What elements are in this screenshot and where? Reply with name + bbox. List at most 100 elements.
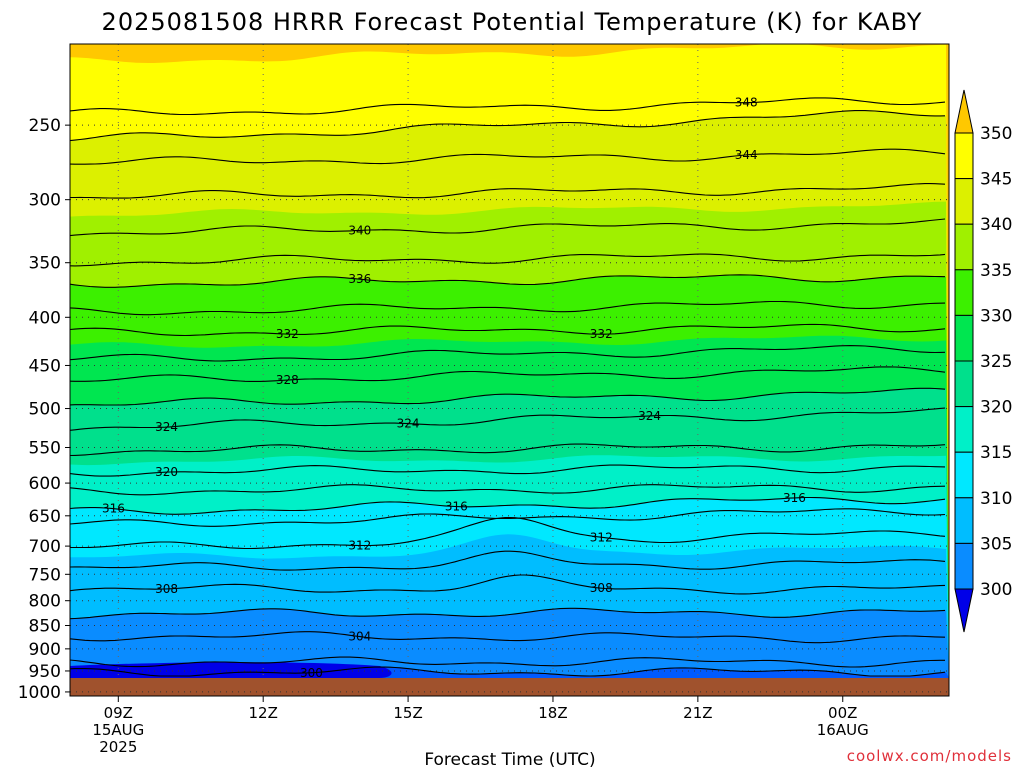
y-tick-700: 700 xyxy=(29,537,61,557)
contour-340 xyxy=(70,218,946,237)
temperature-fill-bands xyxy=(70,44,949,696)
contour-342 xyxy=(70,183,946,199)
contour-label-320: 320 xyxy=(155,465,178,479)
contour-328 xyxy=(70,366,946,382)
x-tick-09Z-line0: 09Z xyxy=(104,704,133,722)
y-tick-500: 500 xyxy=(29,400,61,420)
x-tick-00Z-line0: 00Z xyxy=(828,704,857,722)
contour-326 xyxy=(70,387,946,406)
contour-318 xyxy=(70,484,946,496)
y-axis: 250 300 350 400 450 500 550 600 650 700 750 800 850 9… xyxy=(18,116,70,703)
contour-lines xyxy=(70,97,946,677)
colorbar-label-315: 315 xyxy=(980,443,1012,463)
y-tick-850: 850 xyxy=(29,616,61,636)
colorbar-segment-320 xyxy=(954,406,974,453)
y-tick-1000: 1000 xyxy=(18,683,61,703)
plot-area: 300 304 308 308 312 312 316 316 316 320 324 324 324 3… xyxy=(70,44,949,696)
contour-label-316: 316 xyxy=(783,491,806,505)
y-tick-400: 400 xyxy=(29,308,61,328)
contour-label-308: 308 xyxy=(155,582,178,596)
contour-label-336: 336 xyxy=(348,272,371,286)
contour-338 xyxy=(70,253,946,267)
y-tick-350: 350 xyxy=(29,254,61,274)
x-axis-label: Forecast Time (UTC) xyxy=(424,750,595,768)
contour-332 xyxy=(70,323,946,337)
x-tick-21Z-line0: 21Z xyxy=(683,704,712,722)
contour-label-324: 324 xyxy=(155,420,178,434)
colorbar-arrow-bottom xyxy=(954,588,974,633)
contour-label-340: 340 xyxy=(348,223,371,237)
colorbar-label-320: 320 xyxy=(980,398,1012,418)
y-tick-550: 550 xyxy=(29,439,61,459)
x-tick-00Z-line1: 16AUG xyxy=(817,721,869,739)
contour-344 xyxy=(70,148,946,165)
band-below-305 xyxy=(70,608,949,678)
plot-frame xyxy=(69,43,950,697)
contour-label-328: 328 xyxy=(276,373,299,387)
y-tick-950: 950 xyxy=(29,662,61,682)
y-tick-600: 600 xyxy=(29,474,61,494)
colorbar: 350 345 340 335 330 325 320 315 310 305 300 xyxy=(954,89,1012,633)
contour-label-316: 316 xyxy=(445,500,468,514)
contour-label-332: 332 xyxy=(276,327,299,341)
contour-310 xyxy=(70,550,946,571)
contour-label-348: 348 xyxy=(735,96,758,110)
colorbar-label-335: 335 xyxy=(980,261,1012,281)
contour-label-344: 344 xyxy=(735,148,758,162)
contour-labels: 300 304 308 308 312 312 316 316 316 320 324 324 324 3… xyxy=(102,96,806,680)
contour-316 xyxy=(70,496,946,515)
x-tick-09Z-line2: 2025 xyxy=(99,738,137,756)
contour-300 xyxy=(70,666,946,677)
contour-label-312: 312 xyxy=(590,530,613,544)
y-tick-650: 650 xyxy=(29,507,61,527)
contour-334 xyxy=(70,300,946,316)
colorbar-segment-325 xyxy=(954,360,974,408)
colorbar-label-330: 330 xyxy=(980,306,1012,326)
colorbar-segment-350 xyxy=(954,132,974,180)
contour-304 xyxy=(70,631,946,644)
contour-324 xyxy=(70,407,946,431)
colorbar-label-340: 340 xyxy=(980,215,1012,235)
x-tick-15Z-line0: 15Z xyxy=(393,704,422,722)
colorbar-segment-330 xyxy=(954,314,974,362)
contour-336 xyxy=(70,274,946,288)
contour-320 xyxy=(70,464,946,477)
contour-label-304: 304 xyxy=(348,630,371,644)
y-tick-450: 450 xyxy=(29,356,61,376)
y-tick-900: 900 xyxy=(29,640,61,660)
grid-lines xyxy=(70,44,949,693)
watermark: coolwx.com/models xyxy=(847,747,1012,765)
x-tick-09Z-line1: 15AUG xyxy=(92,721,144,739)
colorbar-segment-345 xyxy=(954,178,974,225)
y-tick-300: 300 xyxy=(29,191,61,211)
y-tick-800: 800 xyxy=(29,592,61,612)
colorbar-label-350: 350 xyxy=(980,124,1012,144)
contour-346 xyxy=(70,110,946,142)
colorbar-segment-310 xyxy=(954,497,974,544)
contour-322 xyxy=(70,443,946,457)
x-tick-18Z-line0: 18Z xyxy=(538,704,567,722)
contour-348 xyxy=(70,97,946,116)
contour-label-312: 312 xyxy=(348,538,371,552)
colorbar-label-300: 300 xyxy=(980,580,1012,600)
contour-308 xyxy=(70,574,946,595)
contour-label-316: 316 xyxy=(102,502,125,516)
contour-330 xyxy=(70,345,946,362)
y-tick-250: 250 xyxy=(29,116,61,136)
contour-314 xyxy=(70,508,946,527)
x-tick-12Z-line0: 12Z xyxy=(248,704,277,722)
colorbar-label-305: 305 xyxy=(980,534,1012,554)
contour-label-324: 324 xyxy=(638,409,661,423)
colorbar-arrow-top xyxy=(954,89,974,134)
contour-label-308: 308 xyxy=(590,581,613,595)
colorbar-segment-335 xyxy=(954,269,974,316)
contour-306 xyxy=(70,607,946,620)
colorbar-label-310: 310 xyxy=(980,489,1012,509)
colorbar-label-325: 325 xyxy=(980,352,1012,372)
contour-label-324: 324 xyxy=(397,417,420,431)
contour-302 xyxy=(70,656,945,668)
contour-label-300: 300 xyxy=(300,666,323,680)
colorbar-segment-305 xyxy=(954,542,974,590)
